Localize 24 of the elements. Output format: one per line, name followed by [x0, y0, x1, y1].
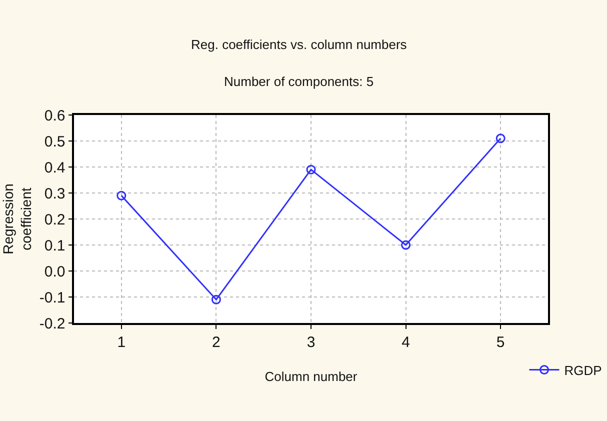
point	[401, 240, 411, 250]
y-axis-title: Regression coefficient	[0, 184, 34, 254]
chart-subtitle: Number of components: 5	[224, 74, 374, 89]
point	[211, 294, 221, 304]
y-tick-label: 0.3	[44, 185, 66, 202]
y-tick-label: 0.5	[44, 133, 66, 150]
y-tick-label: -0.1	[39, 289, 66, 306]
x-tick-label: 2	[212, 334, 220, 351]
y-tick-label: -0.2	[39, 315, 66, 332]
x-tick-label: 5	[496, 334, 505, 351]
y-tick-label: 0.0	[44, 263, 66, 280]
legend-label: RGDP	[564, 362, 602, 378]
y-tick-label: 0.1	[44, 237, 66, 254]
point	[116, 190, 126, 200]
x-tick-label: 3	[306, 334, 316, 351]
point	[496, 134, 506, 144]
x-axis-title: Column number	[264, 368, 358, 384]
point	[306, 164, 316, 174]
y-tick-label: 0.4	[44, 159, 66, 176]
chart-title: Reg. coefficients vs. column numbers	[191, 37, 408, 52]
x-tick-label: 1	[117, 334, 126, 351]
x-tick-label: 4	[402, 334, 410, 351]
y-tick-label: 0.2	[44, 211, 66, 228]
y-tick-label: 0.6	[44, 107, 66, 124]
